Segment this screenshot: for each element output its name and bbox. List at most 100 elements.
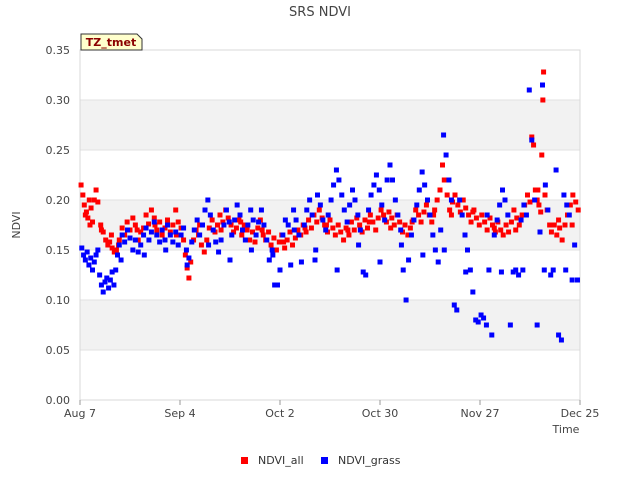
data-point bbox=[519, 212, 525, 218]
series-ndvi-grass bbox=[79, 82, 580, 343]
data-point bbox=[261, 222, 267, 228]
data-point bbox=[181, 237, 187, 243]
data-point bbox=[432, 207, 438, 213]
data-point bbox=[102, 279, 108, 285]
data-point bbox=[107, 277, 113, 283]
data-point bbox=[382, 217, 388, 223]
data-point bbox=[447, 207, 453, 213]
data-point bbox=[277, 267, 283, 273]
data-point bbox=[197, 222, 203, 228]
data-point bbox=[575, 207, 581, 213]
data-point bbox=[188, 259, 194, 265]
data-point bbox=[569, 277, 575, 283]
data-point bbox=[141, 232, 147, 238]
data-point bbox=[325, 212, 331, 218]
data-point bbox=[498, 269, 504, 275]
data-point bbox=[386, 209, 392, 215]
data-point bbox=[466, 212, 472, 218]
data-point bbox=[301, 222, 307, 228]
data-point bbox=[159, 232, 165, 238]
data-point bbox=[490, 222, 495, 228]
data-point bbox=[367, 212, 373, 218]
data-point bbox=[411, 217, 417, 223]
data-point bbox=[130, 247, 136, 253]
data-point bbox=[567, 202, 573, 208]
data-point bbox=[87, 222, 93, 228]
data-point bbox=[371, 182, 377, 188]
data-point bbox=[365, 225, 370, 231]
data-point bbox=[148, 207, 154, 213]
data-point bbox=[537, 229, 543, 235]
data-point bbox=[209, 217, 215, 223]
data-point bbox=[357, 222, 363, 228]
data-point bbox=[368, 192, 374, 198]
data-point bbox=[569, 222, 575, 228]
data-point bbox=[175, 219, 181, 225]
data-point bbox=[191, 227, 197, 233]
data-point bbox=[564, 202, 570, 208]
data-point bbox=[539, 152, 545, 158]
data-point bbox=[489, 332, 495, 338]
data-point bbox=[182, 252, 188, 258]
data-point bbox=[247, 237, 253, 243]
data-point bbox=[523, 212, 529, 218]
data-point bbox=[252, 239, 258, 245]
data-point bbox=[518, 217, 524, 223]
timezone-badge-shape bbox=[80, 33, 143, 51]
data-point bbox=[138, 229, 144, 235]
data-point bbox=[346, 232, 352, 238]
data-point bbox=[479, 212, 485, 218]
data-point bbox=[497, 202, 503, 208]
data-point bbox=[397, 219, 403, 225]
legend-label-ndvi-all: NDVI_all bbox=[258, 454, 304, 467]
data-point bbox=[448, 212, 454, 218]
data-point bbox=[440, 162, 445, 168]
data-point bbox=[135, 249, 141, 255]
x-tick-label: Dec 25 bbox=[561, 407, 600, 420]
legend-marker-ndvi-grass bbox=[321, 457, 328, 464]
data-point bbox=[455, 202, 461, 208]
data-point bbox=[344, 219, 350, 225]
data-point bbox=[248, 207, 254, 213]
data-point bbox=[207, 212, 213, 218]
data-point bbox=[520, 267, 526, 273]
data-point bbox=[443, 152, 449, 158]
x-tick-label: Aug 7 bbox=[64, 407, 96, 420]
data-point bbox=[323, 227, 329, 233]
data-point bbox=[170, 239, 176, 245]
data-point bbox=[454, 307, 460, 313]
data-point bbox=[416, 212, 422, 218]
data-point bbox=[250, 229, 255, 235]
data-point bbox=[438, 227, 444, 233]
legend-marker-ndvi-all bbox=[241, 457, 248, 464]
data-point bbox=[335, 222, 341, 228]
data-point bbox=[271, 235, 277, 241]
data-point bbox=[285, 222, 291, 228]
data-point bbox=[304, 207, 310, 213]
data-point bbox=[206, 225, 212, 231]
data-point bbox=[152, 222, 158, 228]
data-point bbox=[127, 235, 133, 241]
data-point bbox=[388, 225, 394, 231]
data-point bbox=[270, 252, 276, 258]
data-point bbox=[527, 199, 533, 205]
data-point bbox=[505, 212, 511, 218]
data-point bbox=[218, 227, 224, 233]
data-point bbox=[465, 247, 470, 253]
data-point bbox=[79, 245, 85, 251]
data-point bbox=[119, 225, 125, 231]
data-point bbox=[320, 217, 326, 223]
data-point bbox=[105, 242, 111, 248]
data-point bbox=[98, 227, 104, 233]
data-point bbox=[375, 215, 381, 221]
data-point bbox=[402, 222, 408, 228]
data-point bbox=[550, 267, 556, 273]
data-point bbox=[159, 227, 165, 233]
data-point bbox=[206, 242, 212, 248]
data-point bbox=[157, 219, 163, 225]
data-point bbox=[419, 169, 425, 175]
data-point bbox=[194, 217, 200, 223]
data-point bbox=[108, 232, 114, 238]
data-point bbox=[272, 282, 278, 288]
